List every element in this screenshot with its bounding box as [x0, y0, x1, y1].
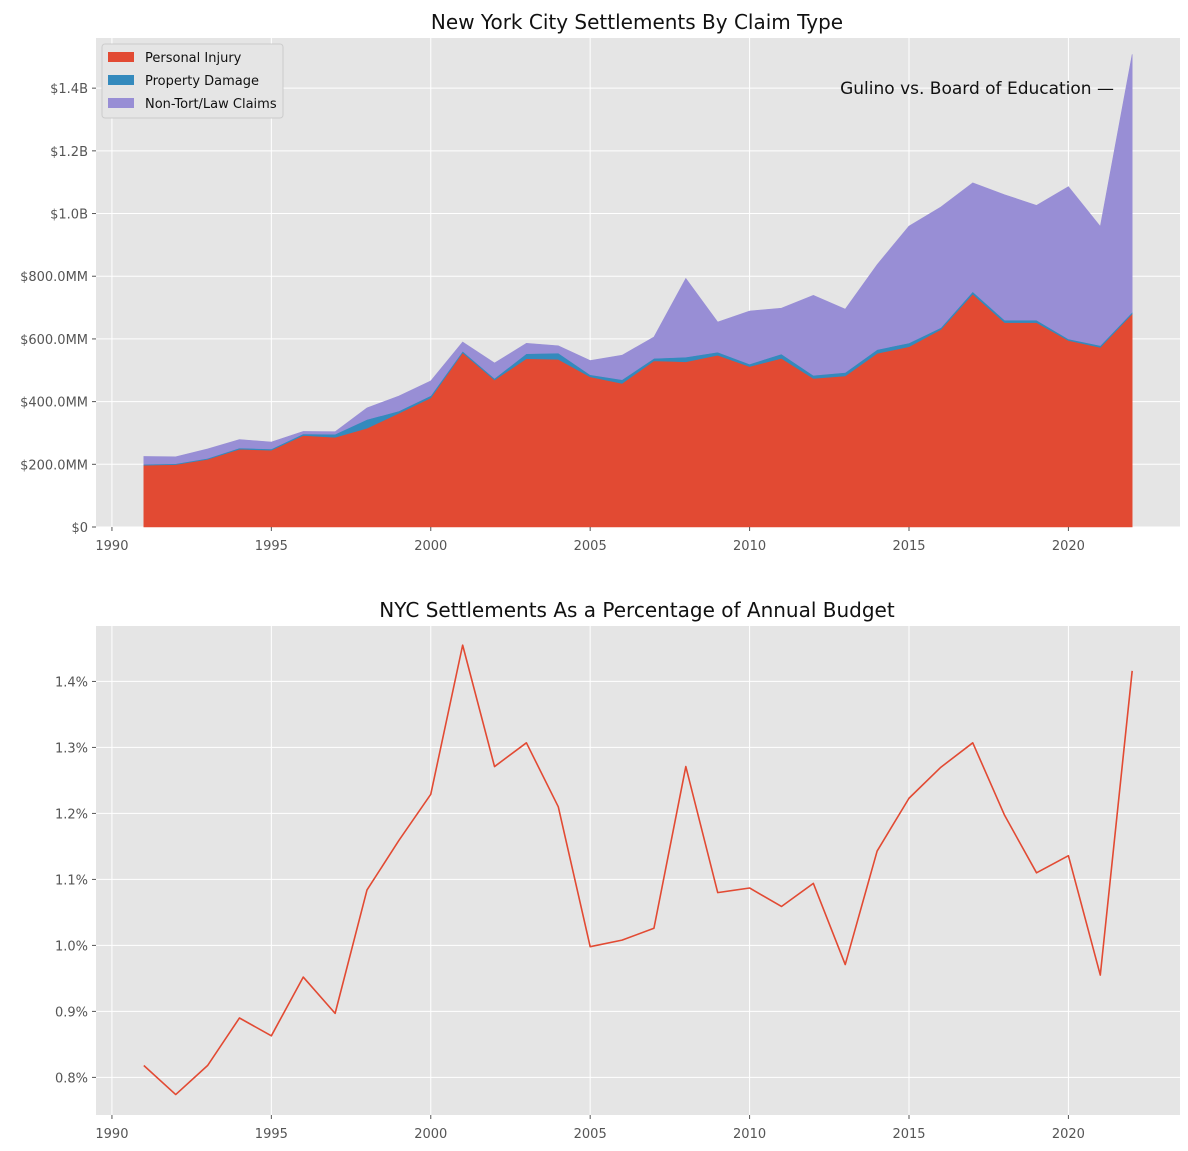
legend-swatch-non-tort-law-claims — [108, 98, 134, 108]
x-tick-label: 2010 — [733, 539, 766, 554]
area-non-tort-law-claims — [143, 54, 1133, 465]
x-tick-label: 1995 — [255, 1127, 288, 1142]
legend-label-property-damage: Property Damage — [145, 74, 259, 89]
grid-bottom — [96, 626, 1180, 1115]
y-tick-label: $1.2B — [50, 145, 88, 160]
x-tick-label: 1995 — [255, 539, 288, 554]
x-tick-label: 2005 — [574, 539, 607, 554]
legend-box — [101, 43, 284, 119]
x-tick-label: 2020 — [1052, 539, 1085, 554]
chart-title-top: New York City Settlements By Claim Type — [431, 10, 843, 34]
x-tick-label: 2010 — [733, 1127, 766, 1142]
legend-swatch-personal-injury — [108, 52, 134, 62]
y-tick-label: $1.4B — [50, 82, 88, 97]
x-tick-label: 2000 — [414, 539, 447, 554]
y-tick-label: 0.9% — [55, 1005, 88, 1020]
y-tick-label: $400.0MM — [20, 396, 88, 411]
x-tick-label: 2000 — [414, 1127, 447, 1142]
x-tick-label: 2005 — [574, 1127, 607, 1142]
x-tick-label: 1990 — [95, 539, 128, 554]
legend-label-personal-injury: Personal Injury — [145, 51, 242, 66]
x-tick-label: 2015 — [892, 1127, 925, 1142]
legend-swatch-property-damage — [108, 75, 134, 85]
legend: Personal Injury Property Damage Non-Tort… — [101, 43, 284, 119]
settlements-by-claim-type-chart: 1990 1995 2000 2005 2010 2015 2020 $0$200.0MM$… — [20, 10, 1180, 554]
x-axis-top: 1990 1995 2000 2005 2010 2015 2020 — [95, 527, 1085, 554]
y-tick-label: $200.0MM — [20, 458, 88, 473]
y-tick-label: 1.3% — [55, 741, 88, 756]
plot-area-bottom — [96, 626, 1180, 1115]
y-tick-label: $800.0MM — [20, 270, 88, 285]
y-tick-label: $0 — [71, 521, 88, 536]
x-axis-bottom: 1990 1995 2000 2005 2010 2015 2020 — [95, 1115, 1085, 1142]
y-tick-label: $1.0B — [50, 208, 88, 223]
settlements-percent-budget-chart: 1990 1995 2000 2005 2010 2015 2020 0.8% 0.9% 1.0… — [55, 598, 1180, 1142]
series-line-settlements-of-budget — [143, 644, 1133, 1096]
y-axis-bottom: 0.8% 0.9% 1.0% 1.1% 1.2% 1.3% 1.4% — [55, 675, 96, 1086]
percent-line — [143, 644, 1133, 1096]
chart-title-bottom: NYC Settlements As a Percentage of Annua… — [379, 598, 895, 622]
y-tick-label: 1.1% — [55, 873, 88, 888]
legend-label-non-tort-law-claims: Non-Tort/Law Claims — [145, 97, 277, 112]
y-axis-top: $0 $200.0MM $400.0MM $600.0MM $800.0MM $1.0B $… — [20, 82, 96, 536]
y-tick-label: 1.2% — [55, 807, 88, 822]
x-tick-label: 2020 — [1052, 1127, 1085, 1142]
y-tick-label: 1.4% — [55, 675, 88, 690]
x-tick-label: 1990 — [95, 1127, 128, 1142]
y-tick-label: 1.0% — [55, 939, 88, 954]
x-tick-label: 2015 — [892, 539, 925, 554]
y-tick-label: $600.0MM — [20, 333, 88, 348]
gulino-annotation: Gulino vs. Board of Education — — [840, 79, 1114, 99]
y-tick-label: 0.8% — [55, 1071, 88, 1086]
stacked-areas — [143, 54, 1133, 528]
